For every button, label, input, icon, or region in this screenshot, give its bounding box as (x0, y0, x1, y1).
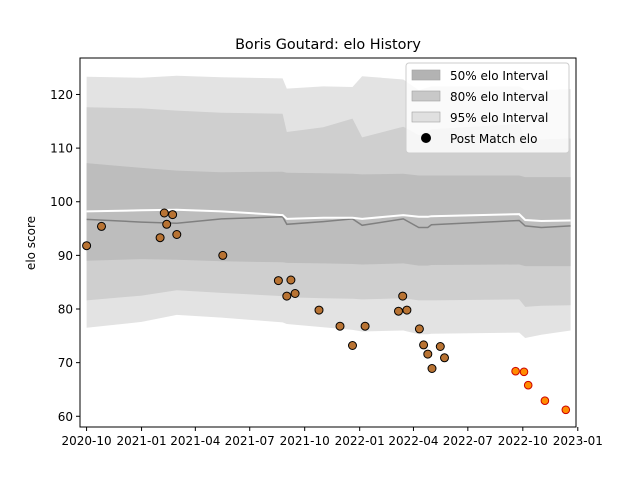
axes: 2020-10 2021-01 2021-04 2021-07 2021-10 2022-… (50, 57, 603, 448)
post-match-elo-point (423, 349, 433, 359)
legend-swatch (411, 90, 441, 102)
post-match-elo-point (394, 306, 403, 316)
legend-label: Post Match elo (450, 132, 537, 146)
y-tick-label: 60 (58, 410, 73, 424)
post-match-elo-point (419, 340, 429, 350)
x-tick-label: 2021-07 (225, 434, 275, 448)
post-match-elo-point (168, 210, 178, 220)
legend-box (405, 62, 570, 154)
upper-elo-line (86, 208, 571, 223)
x-tick-label: 2021-04 (170, 434, 220, 448)
chart-title: Boris Goutard: elo History (235, 37, 421, 53)
post-match-elo-point (155, 233, 165, 243)
x-tick-label: 2020-10 (62, 434, 112, 448)
x-tick-label: 2023-01 (553, 434, 603, 448)
x-tick-label: 2022-10 (498, 434, 548, 448)
post-match-elo-point (398, 291, 408, 301)
post-match-elo-point (402, 305, 412, 315)
post-match-elo-point (286, 275, 296, 285)
post-match-elo-point (97, 221, 106, 231)
post-match-elo-point (282, 291, 292, 301)
plot-frame (79, 57, 577, 428)
legend-swatch (411, 111, 441, 123)
post-match-elo-point (82, 241, 92, 251)
y-tick-label: 110 (50, 142, 73, 156)
post-match-elo-point (314, 305, 324, 315)
x-tick-label: 2022-04 (388, 434, 438, 448)
band-50-interval (86, 163, 571, 267)
y-tick-label: 90 (58, 249, 73, 263)
y-tick-label: 70 (58, 356, 73, 370)
later-match-elo-point (540, 396, 550, 406)
mean-elo-line (86, 216, 571, 229)
post-match-elo-point (162, 219, 172, 229)
post-match-elo-point (273, 276, 283, 286)
y-tick-label: 100 (50, 195, 73, 209)
post-match-elo-point (435, 342, 445, 351)
legend-marker (421, 133, 431, 143)
x-tick-label: 2022-07 (443, 434, 493, 448)
post-match-elo-point (414, 324, 424, 334)
legend-label: 95% elo Interval (450, 111, 548, 125)
later-match-elo-point (511, 366, 520, 376)
post-match-elo-point (427, 364, 437, 373)
post-match-elo-point (335, 321, 345, 331)
legend-label: 50% elo Interval (450, 69, 548, 83)
later-match-elo-point (523, 380, 533, 390)
x-tick-label: 2021-01 (116, 434, 166, 448)
post-match-elo-point (172, 230, 182, 239)
post-match-elo-point (290, 289, 300, 298)
y-tick-label: 120 (50, 88, 73, 102)
post-match-elo-point (360, 321, 370, 331)
y-tick-label: 80 (58, 303, 73, 317)
y-axis-label: elo score (24, 216, 38, 270)
legend-swatch (411, 69, 441, 81)
x-tick-label: 2022-01 (335, 434, 385, 448)
later-match-elo-point (561, 405, 571, 415)
legend-label: 80% elo Interval (450, 90, 548, 104)
post-match-elo-point (218, 250, 228, 260)
post-match-elo-point (159, 208, 169, 218)
later-match-elo-point (519, 367, 529, 377)
post-match-elo-point (440, 353, 449, 363)
legend: 50% elo Interval 80% elo Interval 95% elo … (405, 62, 570, 154)
x-tick-label: 2021-10 (280, 434, 330, 448)
post-match-elo-point (348, 341, 357, 350)
